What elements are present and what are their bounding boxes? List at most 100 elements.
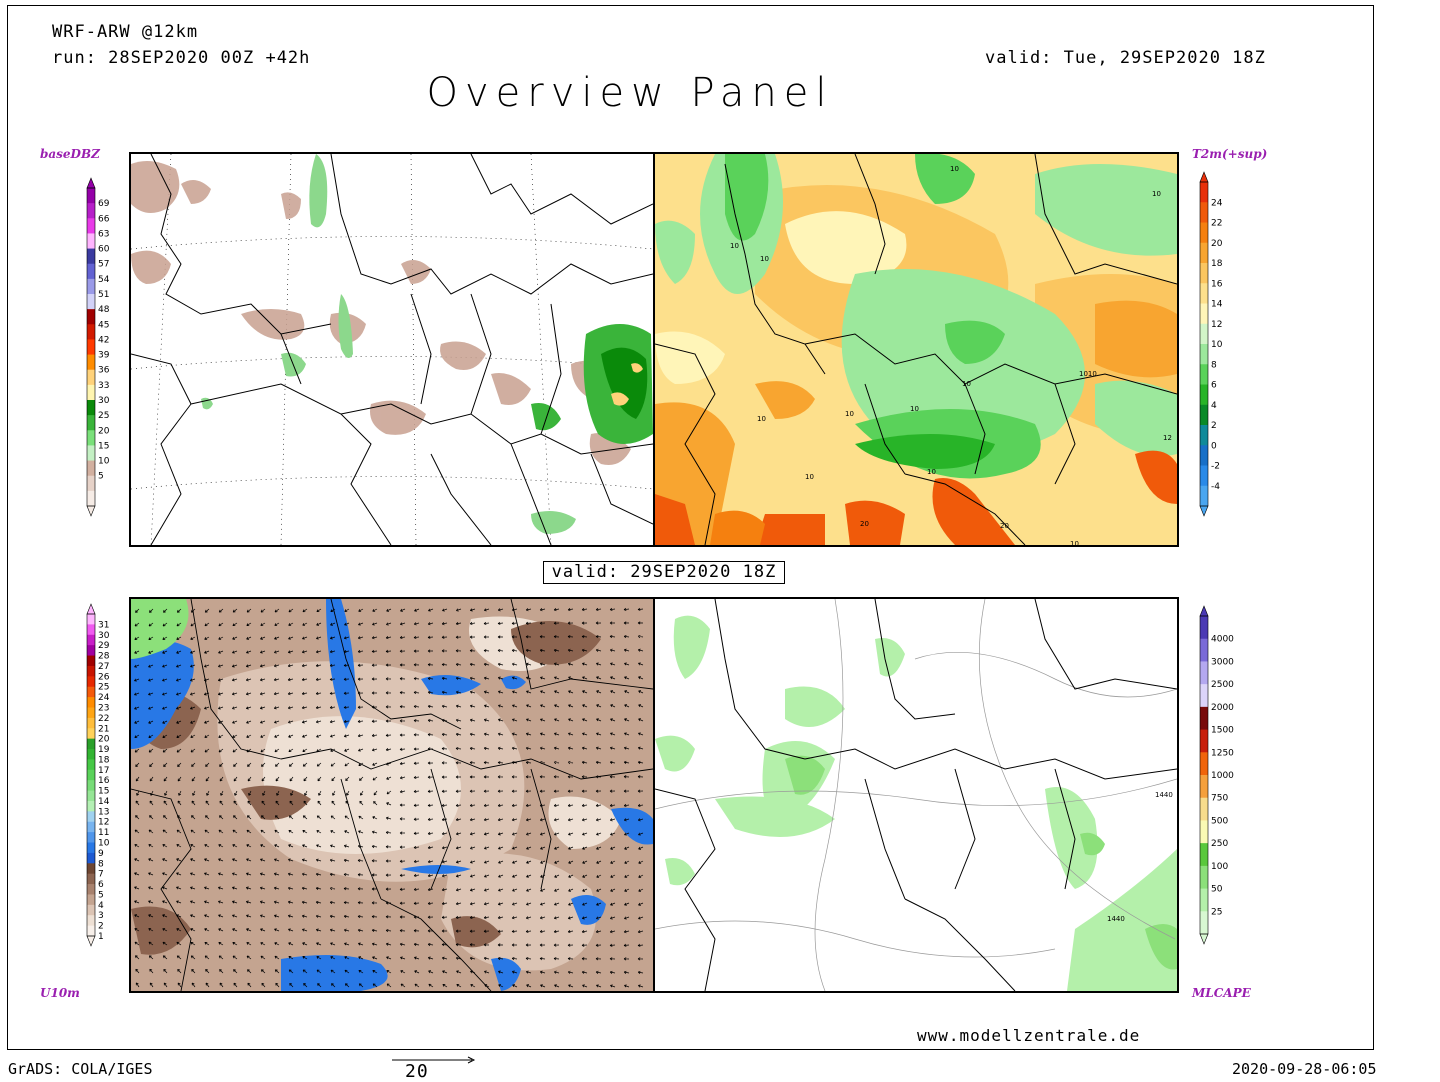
wind-arrow	[329, 705, 336, 710]
wind-arrow	[218, 858, 224, 862]
contour-label: 10	[950, 165, 959, 173]
wind-arrow	[260, 650, 266, 654]
wind-arrow	[148, 872, 154, 876]
colorbar-swatch	[1200, 364, 1208, 385]
wind-arrow	[192, 790, 196, 796]
wind-arrow	[204, 858, 210, 862]
wind-arrow	[539, 818, 546, 822]
wind-arrow	[637, 803, 644, 808]
colorbar-swatch	[87, 475, 95, 492]
colorbar-label: 2000	[1211, 703, 1234, 713]
wind-arrow	[413, 704, 420, 709]
wind-arrow	[399, 622, 406, 626]
wind-arrow	[469, 662, 476, 667]
wind-arrow	[316, 734, 322, 738]
wind-arrow	[441, 761, 448, 765]
wind-arrow	[176, 706, 182, 710]
wind-arrow	[427, 846, 434, 850]
wind-arrow	[245, 692, 252, 696]
wind-arrow	[136, 790, 140, 796]
wind-arrow	[190, 941, 196, 946]
wind-arrow	[540, 846, 546, 850]
wind-arrow	[274, 608, 280, 613]
wind-arrow	[414, 983, 420, 988]
colorbar-swatch	[87, 624, 95, 636]
wind-arrow	[149, 815, 154, 820]
wind-arrow	[609, 607, 616, 612]
wind-arrow	[567, 608, 574, 612]
colorbar-swatch	[87, 665, 95, 677]
wind-arrow	[385, 928, 392, 933]
colorbar-swatch	[1200, 263, 1208, 284]
contour-label: 10	[1152, 190, 1161, 198]
wind-arrow	[512, 690, 518, 694]
colorbar-swatch	[1200, 865, 1208, 890]
wind-arrow	[134, 886, 140, 890]
wind-arrow	[581, 916, 588, 920]
colorbar-swatch	[1200, 706, 1208, 731]
wind-arrow	[483, 718, 490, 722]
wind-arrow	[596, 732, 602, 736]
wind-arrow	[525, 929, 532, 934]
wind-arrow	[288, 608, 294, 613]
wind-arrow	[553, 635, 560, 639]
wind-arrow	[497, 746, 504, 750]
colorbar-swatch	[1200, 752, 1208, 776]
wind-arrow	[276, 790, 280, 796]
wind-arrow	[525, 648, 532, 653]
wind-arrow	[399, 705, 406, 709]
wind-arrow	[246, 622, 252, 626]
wind-arrow	[511, 775, 518, 779]
wind-arrow	[638, 718, 644, 722]
wind-arrow	[483, 832, 490, 836]
wind-arrow	[609, 775, 616, 779]
wind-arrow	[568, 860, 574, 864]
wind-arrow	[484, 888, 490, 892]
wind-arrow	[610, 888, 616, 892]
wind-arrow	[177, 815, 182, 820]
wind-arrow	[176, 636, 182, 640]
wind-arrow	[273, 872, 280, 876]
wind-arrow	[343, 734, 350, 738]
wind-arrow	[497, 916, 504, 920]
wind-arrow	[148, 858, 154, 862]
wind-arrow	[233, 969, 238, 974]
wind-arrow	[427, 690, 434, 695]
wind-arrow	[413, 761, 420, 765]
colorbar-swatch	[87, 790, 95, 802]
wind-arrow	[596, 690, 602, 694]
colorbar-swatch	[87, 294, 95, 310]
wind-arrow	[455, 718, 462, 722]
wind-arrow	[232, 928, 238, 932]
contour-label: 10	[730, 242, 739, 250]
wind-arrow	[386, 802, 392, 806]
colorbar-label: 4	[98, 901, 104, 911]
wind-arrow	[134, 650, 140, 654]
wind-arrow	[204, 914, 210, 918]
wind-arrow	[218, 636, 224, 640]
wind-arrow	[399, 859, 406, 863]
wind-arrow	[567, 970, 574, 974]
wind-arrow	[567, 648, 574, 652]
wind-arrow	[218, 914, 224, 918]
wind-arrow	[316, 748, 322, 752]
wind-arrow	[357, 636, 364, 640]
wind-arrow	[414, 608, 420, 612]
contour-label: 10	[910, 405, 919, 413]
wind-arrow	[302, 762, 308, 767]
colorbar-swatch	[87, 697, 95, 708]
colorbar-cape: 4000 3000 2500 2000 1500 1250 1000 750 500 250 100…	[1198, 604, 1234, 949]
wind-arrow	[217, 692, 224, 696]
colorbar-label: 20	[98, 426, 110, 436]
colorbar-label: 1250	[1211, 748, 1234, 758]
wind-arrow	[441, 649, 448, 653]
wind-arrow	[427, 635, 434, 639]
wind-arrow	[218, 650, 224, 654]
wind-arrow	[610, 704, 616, 708]
wind-arrow	[526, 690, 532, 694]
wind-arrow	[525, 803, 532, 808]
wind-arrow	[469, 621, 476, 626]
wind-arrow	[206, 790, 210, 796]
wind-arrow	[134, 858, 140, 862]
wind-arrow	[554, 874, 560, 878]
